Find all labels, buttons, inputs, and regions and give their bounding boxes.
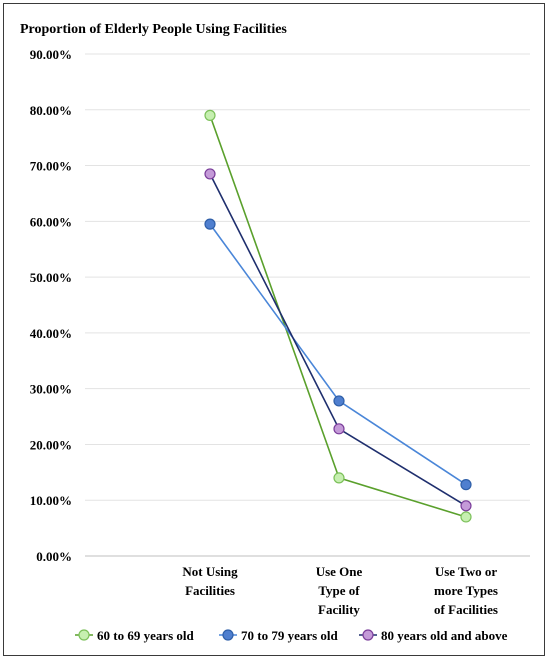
- legend-marker: [79, 630, 89, 640]
- data-point: [334, 473, 344, 483]
- data-point: [461, 512, 471, 522]
- x-category-label: Use Two or more Types of Facilities: [434, 564, 498, 617]
- legend-item: 80 years old and above: [359, 628, 508, 643]
- y-tick-label: 70.00%: [30, 159, 72, 174]
- legend-item: 70 to 79 years old: [219, 628, 339, 643]
- y-tick-label: 90.00%: [30, 47, 72, 62]
- y-tick-label: 80.00%: [30, 103, 72, 118]
- series-line: [210, 224, 466, 484]
- x-category-label: Use One Type of Facility: [316, 564, 363, 617]
- y-tick-label: 30.00%: [30, 382, 72, 397]
- data-point: [461, 501, 471, 511]
- legend-label: 70 to 79 years old: [241, 628, 339, 643]
- legend-label: 80 years old and above: [381, 628, 508, 643]
- data-point: [205, 110, 215, 120]
- legend-marker: [363, 630, 373, 640]
- legend-label: 60 to 69 years old: [97, 628, 195, 643]
- y-tick-label: 60.00%: [30, 214, 72, 229]
- series-markers: [205, 110, 471, 522]
- y-tick-label: 40.00%: [30, 326, 72, 341]
- series-lines: [210, 115, 466, 517]
- data-point: [334, 424, 344, 434]
- y-tick-label: 0.00%: [36, 549, 72, 564]
- data-point: [205, 169, 215, 179]
- data-point: [334, 396, 344, 406]
- y-tick-label: 20.00%: [30, 437, 72, 452]
- legend-marker: [223, 630, 233, 640]
- x-axis-categories: Not Using Facilities Use One Type of Facilit…: [182, 564, 498, 617]
- data-point: [205, 219, 215, 229]
- data-point: [461, 480, 471, 490]
- legend-item: 60 to 69 years old: [75, 628, 195, 643]
- y-tick-label: 50.00%: [30, 270, 72, 285]
- y-axis-ticks: 0.00% 10.00% 20.00% 30.00% 40.00% 50.00% 60.00…: [30, 47, 72, 564]
- series-line: [210, 115, 466, 517]
- y-tick-label: 10.00%: [30, 493, 72, 508]
- legend: 60 to 69 years old 70 to 79 years old 80 y…: [75, 628, 508, 643]
- x-category-label: Not Using Facilities: [182, 564, 238, 598]
